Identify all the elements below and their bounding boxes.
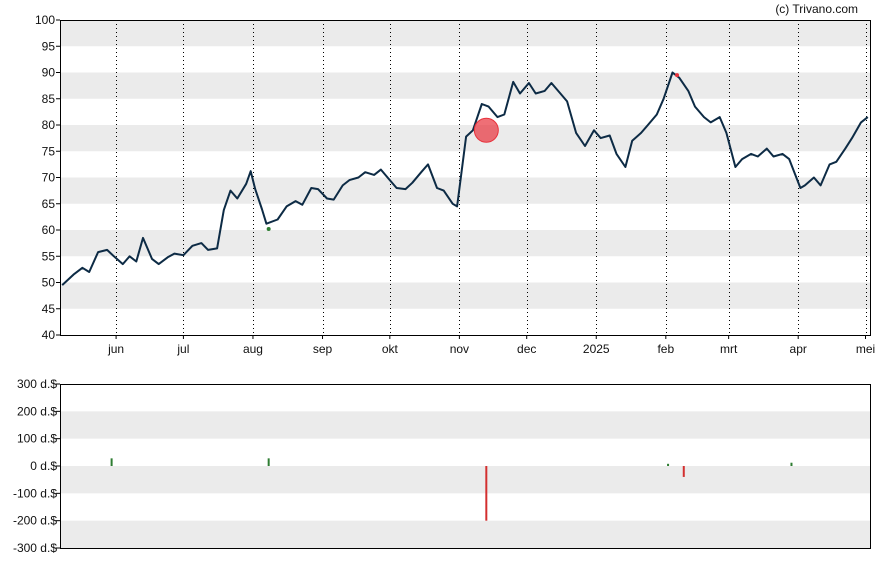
flow-y-tick-label: -100 d.$ [13, 486, 57, 500]
price-y-tick-label: 85 [42, 92, 56, 106]
flow-panel-y-ticks: 300 d.$ 200 d.$ 100 d.$ 0 d.$ -100 d.$ -200 d… [13, 377, 60, 555]
price-x-tick-label: feb [657, 342, 674, 356]
price-panel-y-ticks: 40 45 50 55 60 65 70 75 80 85 90 95 100 [35, 13, 60, 342]
flow-panel-bands [60, 411, 870, 548]
price-x-tick-label: jun [107, 342, 124, 356]
price-x-tick-label: dec [517, 342, 536, 356]
flow-y-tick-label: 100 d.$ [17, 432, 57, 446]
price-panel-x-ticks: jun jul aug sep okt nov dec 2025 feb mrt apr mei [107, 335, 875, 356]
flow-y-tick-label: 0 d.$ [30, 459, 57, 473]
sell-signal-dot [675, 73, 680, 78]
price-y-tick-label: 65 [42, 197, 56, 211]
price-x-tick-label: mei [856, 342, 875, 356]
price-x-tick-label: nov [450, 342, 469, 356]
price-y-tick-label: 90 [42, 66, 56, 80]
price-y-tick-label: 75 [42, 144, 56, 158]
price-panel-markers [266, 73, 680, 231]
price-y-tick-label: 45 [42, 302, 56, 316]
flow-band [60, 466, 870, 494]
price-band [60, 72, 870, 99]
price-y-tick-label: 55 [42, 249, 56, 263]
flow-y-tick-label: -200 d.$ [13, 514, 57, 528]
price-panel-bands [60, 20, 870, 309]
price-band [60, 177, 870, 204]
price-x-tick-label: apr [790, 342, 807, 356]
price-x-tick-label: okt [382, 342, 399, 356]
flow-y-tick-label: 200 d.$ [17, 404, 57, 418]
price-y-tick-label: 100 [35, 13, 55, 27]
price-y-tick-label: 50 [42, 276, 56, 290]
price-x-tick-label: aug [243, 342, 263, 356]
flow-panel-frame [60, 384, 871, 549]
price-band [60, 282, 870, 309]
flow-y-tick-label: 300 d.$ [17, 377, 57, 391]
price-panel-frame [60, 20, 871, 336]
flow-y-tick-label: -300 d.$ [13, 541, 57, 555]
price-y-tick-label: 40 [42, 328, 56, 342]
flow-panel-bars [110, 458, 793, 521]
price-x-tick-label: mrt [720, 342, 738, 356]
price-y-tick-label: 60 [42, 223, 56, 237]
price-band [60, 20, 870, 47]
price-y-tick-label: 95 [42, 39, 56, 53]
price-band [60, 230, 870, 257]
price-panel-vertical-grid [116, 20, 867, 335]
price-x-tick-label: sep [313, 342, 333, 356]
price-y-tick-label: 80 [42, 118, 56, 132]
buy-signal-dot [266, 226, 271, 231]
chart-credit: (c) Trivano.com [775, 2, 858, 16]
price-x-tick-label: 2025 [583, 342, 610, 356]
flow-band [60, 520, 870, 548]
sell-signal-marker [473, 117, 499, 143]
price-x-tick-label: jul [176, 342, 189, 356]
price-series-line [61, 71, 869, 286]
flow-band [60, 411, 870, 439]
price-y-tick-label: 70 [42, 171, 56, 185]
